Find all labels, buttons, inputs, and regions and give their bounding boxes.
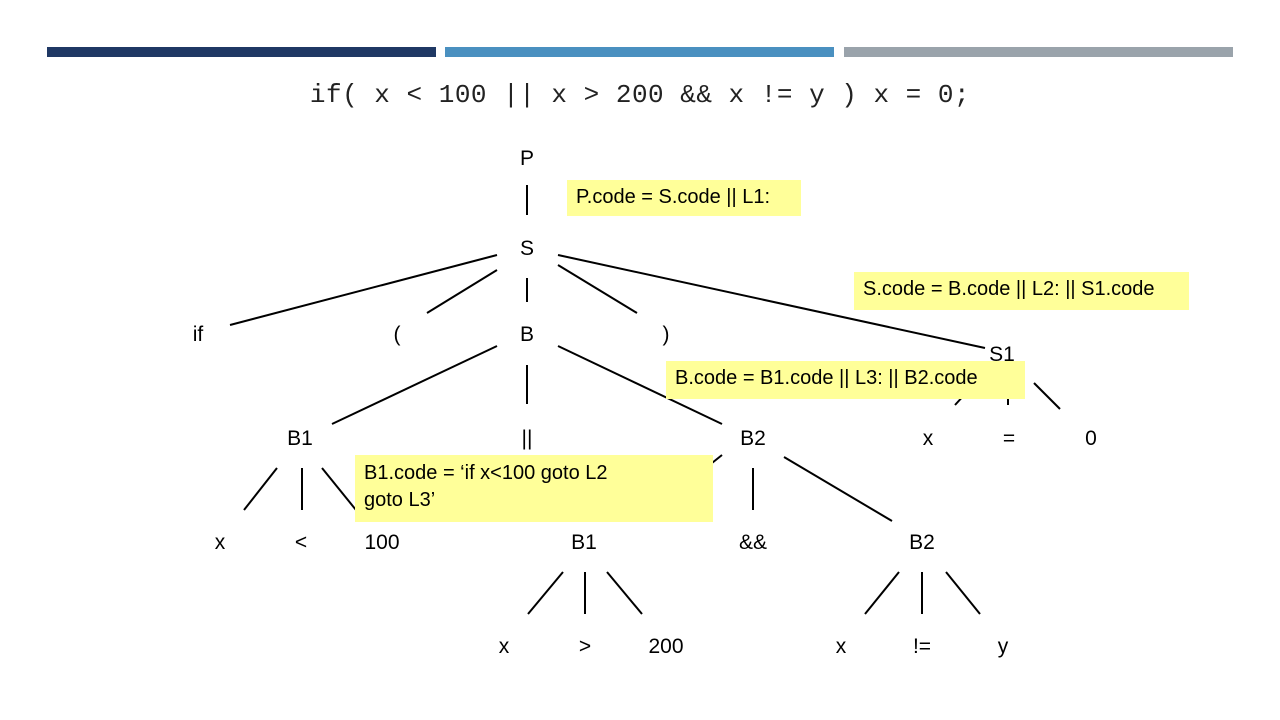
header-bar-gray <box>844 47 1233 57</box>
node-200: 200 <box>648 635 684 658</box>
edge-B2b-y <box>945 571 981 615</box>
note-b-code: B.code = B1.code || L3: || B2.code <box>666 361 1025 399</box>
edge-B1-100 <box>321 467 357 511</box>
node-or: || <box>521 427 533 450</box>
note-b1-code-line2: goto L3’ <box>364 489 436 511</box>
edge-B2-B2b <box>783 456 893 522</box>
node-and: && <box>738 531 768 554</box>
node-B2: B2 <box>740 427 766 450</box>
node-neq: != <box>912 635 932 658</box>
edge-S1-zero <box>1033 382 1061 410</box>
node-equals: = <box>1002 427 1016 450</box>
node-gt: > <box>578 635 592 658</box>
node-S: S <box>519 237 535 260</box>
edge-B2-B1b <box>711 454 723 464</box>
edge-S-rparen <box>557 264 638 314</box>
header-bar-blue <box>445 47 834 57</box>
node-100: 100 <box>364 531 400 554</box>
edge-B1b-200 <box>606 571 643 615</box>
edge-S-S1 <box>557 254 986 349</box>
code-statement: if( x < 100 || x > 200 && x != y ) x = 0… <box>309 80 971 110</box>
note-b1-code: B1.code = ‘if x<100 goto L2 goto L3’ <box>355 455 713 522</box>
node-x-assign: x <box>922 427 934 450</box>
node-B2-right: B2 <box>909 531 935 554</box>
edge-S-lparen <box>426 269 498 314</box>
node-B1-right: B1 <box>571 531 597 554</box>
node-lt: < <box>294 531 308 554</box>
node-lparen: ( <box>393 323 401 346</box>
node-x-lt: x <box>214 531 226 554</box>
edge-B2b-x <box>864 571 900 615</box>
header-bar-navy <box>47 47 436 57</box>
node-x-gt: x <box>498 635 510 658</box>
edge-B1-x <box>243 467 278 511</box>
node-y: y <box>997 635 1009 658</box>
node-B1: B1 <box>287 427 313 450</box>
note-s-code: S.code = B.code || L2: || S1.code <box>854 272 1189 310</box>
node-B: B <box>519 323 535 346</box>
edge-B1b-x <box>527 571 564 615</box>
node-x-neq: x <box>835 635 847 658</box>
edge-S-if <box>229 254 498 326</box>
node-zero: 0 <box>1085 427 1097 450</box>
node-P: P <box>519 147 535 170</box>
note-b1-code-line1: B1.code = ‘if x<100 goto L2 <box>364 462 608 484</box>
node-S1: S1 <box>989 343 1015 366</box>
node-if: if <box>192 323 204 346</box>
edge-B-B2 <box>557 345 723 425</box>
node-rparen: ) <box>662 323 670 346</box>
edge-B-B1 <box>331 345 498 425</box>
note-p-code: P.code = S.code || L1: <box>567 180 801 216</box>
